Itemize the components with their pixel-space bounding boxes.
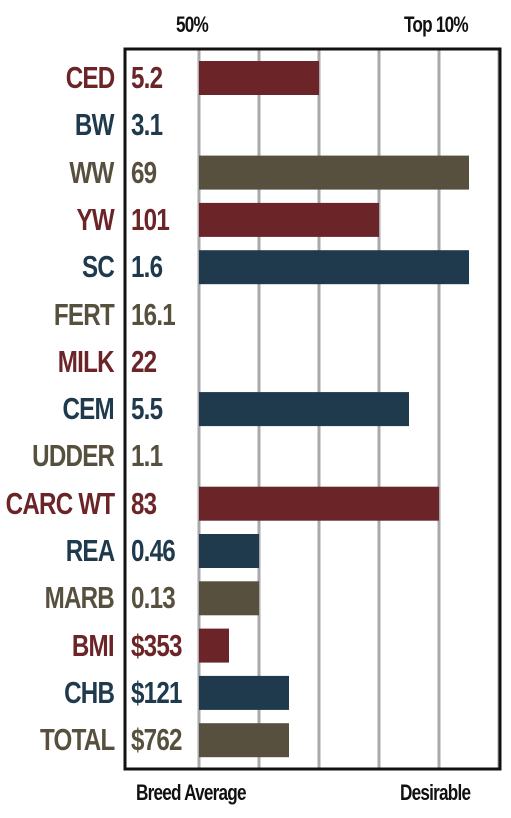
trait-label: TOTAL xyxy=(39,722,115,758)
footer-breed-average: Breed Average xyxy=(136,780,247,805)
trait-value: 5.5 xyxy=(131,391,163,427)
trait-value: 3.1 xyxy=(131,107,163,143)
trait-value: $353 xyxy=(131,627,182,663)
trait-label: UDDER xyxy=(31,438,115,474)
bar-chb xyxy=(199,675,289,710)
bar-marb xyxy=(199,581,259,616)
trait-label: CED xyxy=(65,60,114,95)
trait-label: MILK xyxy=(58,343,115,379)
header-top-10-percent: Top 10% xyxy=(404,12,469,37)
trait-label: REA xyxy=(65,533,114,568)
trait-label: MARB xyxy=(44,580,115,616)
trait-value: $762 xyxy=(131,722,182,758)
trait-value: $121 xyxy=(131,674,182,710)
trait-value: 1.6 xyxy=(131,249,163,285)
header-50-percent: 50% xyxy=(176,12,209,37)
chart-frame xyxy=(123,47,502,771)
bar-carc-wt xyxy=(199,486,439,521)
trait-label: SC xyxy=(81,249,115,285)
bar-rea xyxy=(199,534,259,568)
trait-value: 16.1 xyxy=(131,296,176,332)
bar-ww xyxy=(199,155,469,190)
trait-label: CARC WT xyxy=(5,485,114,521)
trait-value: 5.2 xyxy=(131,60,163,95)
trait-value: 101 xyxy=(131,201,170,237)
trait-value: 0.13 xyxy=(131,580,176,616)
trait-label: CHB xyxy=(63,674,115,710)
trait-label: WW xyxy=(69,154,115,190)
trait-value: 69 xyxy=(131,154,157,190)
trait-value: 1.1 xyxy=(131,438,163,474)
bar-bmi xyxy=(199,628,229,663)
trait-value: 22 xyxy=(131,343,157,379)
trait-label: BW xyxy=(75,107,115,143)
bar-yw xyxy=(199,202,379,237)
bar-cem xyxy=(199,392,409,427)
trait-value: 83 xyxy=(131,485,157,521)
trait-label: BMI xyxy=(72,627,115,663)
bar-total xyxy=(199,723,289,758)
trait-label: FERT xyxy=(53,296,115,332)
trait-label: CEM xyxy=(62,391,115,427)
footer-desirable: Desirable xyxy=(400,780,471,805)
bar-ced xyxy=(199,61,319,95)
trait-label: YW xyxy=(76,201,115,237)
bar-sc xyxy=(199,250,469,285)
trait-value: 0.46 xyxy=(131,533,176,568)
